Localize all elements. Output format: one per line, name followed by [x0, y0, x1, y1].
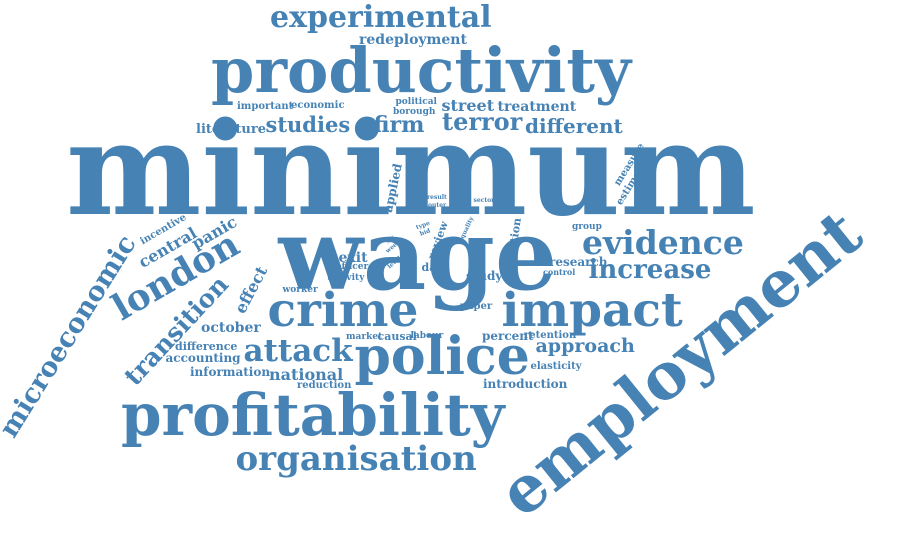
word-worker: worker — [283, 286, 318, 295]
word-important: important — [237, 102, 293, 112]
word-outer: outer — [428, 203, 446, 209]
word-different: different — [525, 116, 623, 136]
word-labour: labour — [411, 332, 444, 341]
word-result: result — [427, 195, 447, 201]
word-difference: difference — [175, 341, 237, 352]
word-reduction: reduction — [297, 381, 351, 391]
word-retention: retention — [524, 331, 576, 341]
word-experimental: experimental — [270, 3, 492, 33]
word-sector: sector — [474, 198, 495, 204]
word-introduction: introduction — [483, 378, 567, 390]
word-market: market — [346, 333, 382, 342]
word-impact: impact — [502, 287, 683, 334]
word-firm: firm — [374, 114, 425, 136]
word-effect: effect — [232, 264, 270, 316]
word-control: control — [543, 268, 575, 276]
word-political: political — [396, 98, 437, 107]
word-borough: borough — [393, 108, 435, 117]
word-data: data — [422, 262, 449, 273]
word-evidence: evidence — [582, 226, 744, 259]
word-group: group — [572, 223, 602, 232]
word-paper: paper — [460, 302, 492, 312]
word-study: study — [466, 270, 502, 282]
word-microeconomic: microeconomic — [0, 230, 141, 441]
word-redeployment: redeployment — [359, 33, 467, 47]
word-information: information — [190, 366, 270, 378]
word-accounting: accounting — [166, 352, 241, 364]
word-officer: officer — [336, 263, 369, 272]
word-october: october — [201, 321, 261, 335]
word-street: street — [442, 98, 495, 114]
word-studies: studies — [266, 114, 351, 135]
word-treatment: treatment — [498, 100, 577, 114]
word-organisation: organisation — [236, 442, 477, 476]
word-economic: economic — [291, 101, 345, 111]
word-literature: literature — [196, 123, 266, 136]
word-activity: activity — [328, 274, 365, 283]
word-elasticity: elasticity — [531, 362, 582, 372]
word-profitability: profitability — [121, 386, 505, 444]
word-attack: attack — [244, 336, 353, 367]
word-productivity: productivity — [211, 40, 631, 102]
